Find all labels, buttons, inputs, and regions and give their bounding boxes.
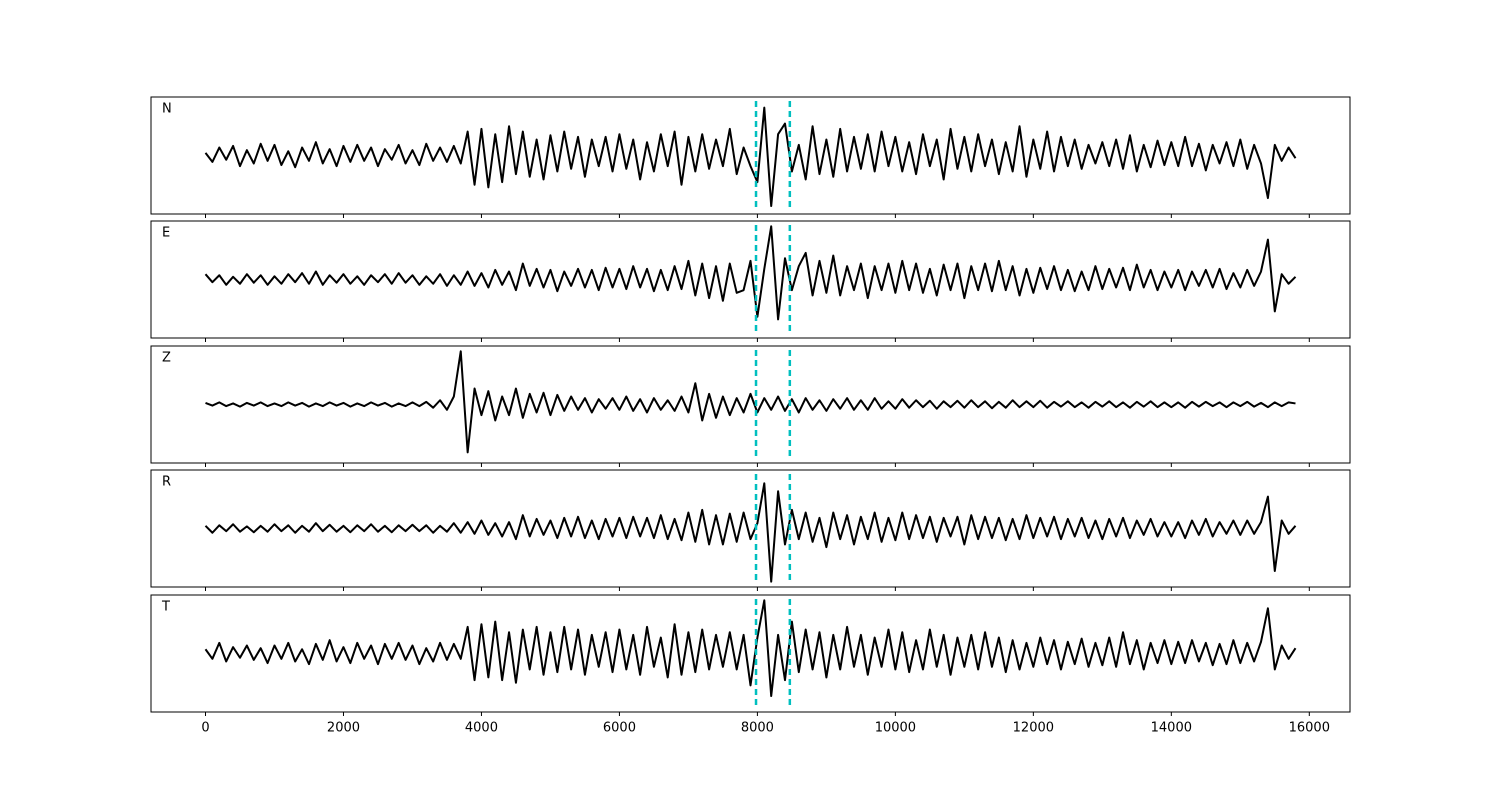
trace-line <box>204 599 1297 698</box>
panel-label: Z <box>162 351 171 366</box>
x-tick-label: 12000 <box>1013 721 1054 736</box>
trace-line <box>205 350 1296 454</box>
x-tick-label: 4000 <box>465 721 498 736</box>
axes-frame <box>150 96 1351 215</box>
panel-label: R <box>162 475 171 490</box>
x-tick-label: 16000 <box>1289 721 1330 736</box>
axes-frame <box>150 345 1351 464</box>
trace-line <box>204 482 1297 583</box>
x-tick-label: 6000 <box>603 721 636 736</box>
panel-label: E <box>162 226 170 241</box>
x-tick-label: 2000 <box>327 721 360 736</box>
axes-frame <box>150 469 1351 588</box>
panel-label: N <box>162 102 172 117</box>
trace-line <box>204 106 1297 208</box>
x-tick-label: 10000 <box>875 721 916 736</box>
panel-label: T <box>161 600 170 615</box>
axes-frame <box>150 220 1351 339</box>
x-tick-label: 0 <box>201 721 209 736</box>
axes-frame <box>150 594 1351 713</box>
x-tick-label: 14000 <box>1151 721 1192 736</box>
x-tick-label: 8000 <box>741 721 774 736</box>
trace-line <box>204 225 1297 321</box>
